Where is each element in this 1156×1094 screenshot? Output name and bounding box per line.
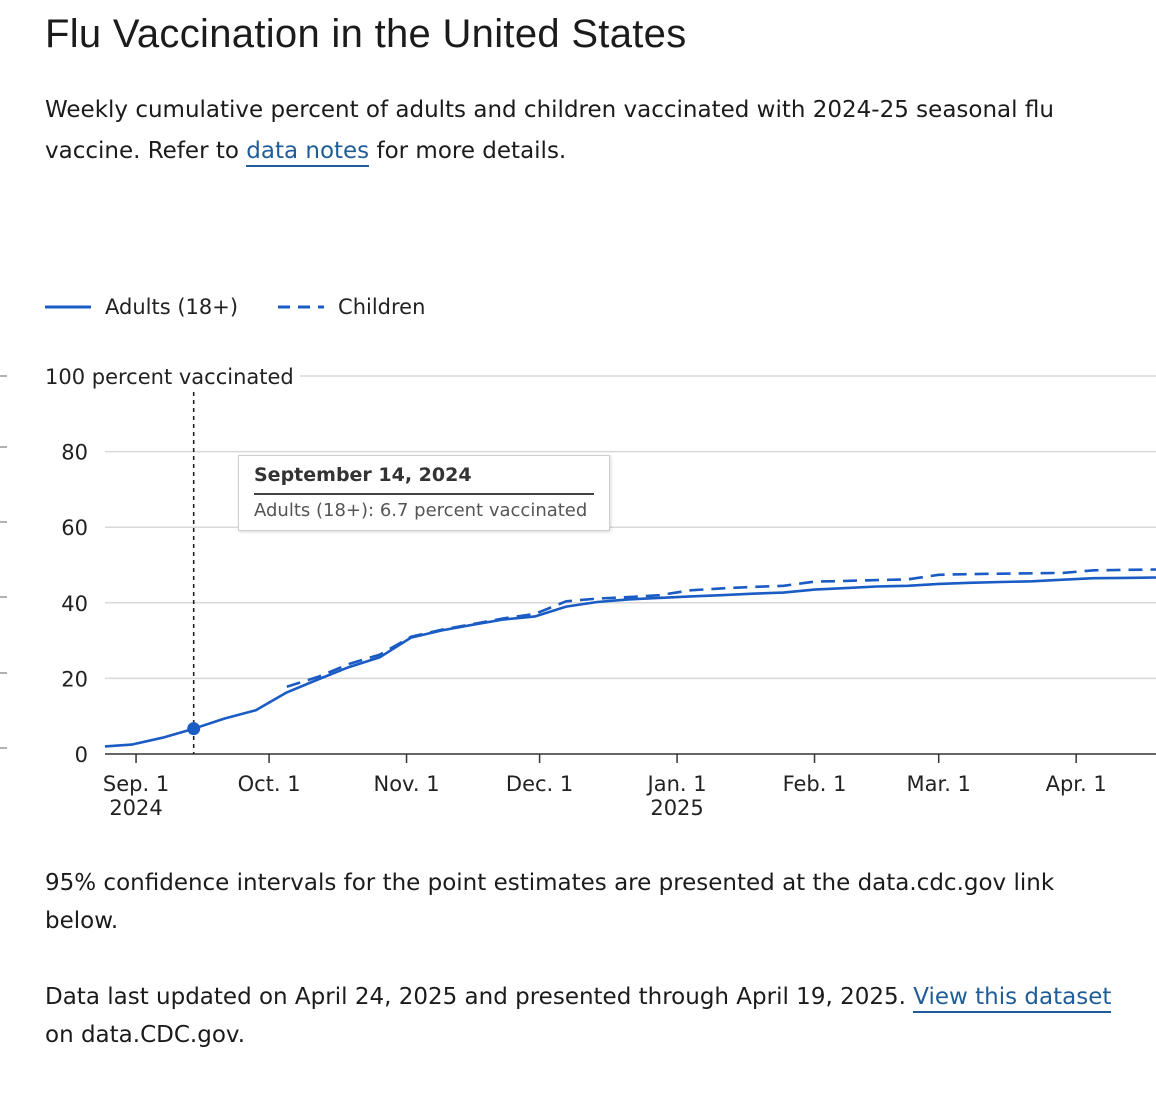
confidence-note: 95% confidence intervals for the point e… (45, 870, 1055, 934)
x-tick-year-label: 2025 (650, 796, 703, 820)
y-axis-label: 100 percent vaccinated (45, 365, 294, 389)
x-tick-label: Dec. 1 (506, 772, 573, 796)
chart-legend: Adults (18+) Children (45, 290, 465, 324)
y-tick-label: 80 (61, 441, 88, 465)
update-note-text: Data last updated on April 24, 2025 and … (45, 984, 914, 1010)
subtitle-text: Weekly cumulative percent of adults and … (45, 97, 1054, 164)
tooltip-divider (254, 493, 594, 495)
update-note-text-end: on data.CDC.gov. (45, 1022, 246, 1048)
x-tick-label: Mar. 1 (907, 772, 971, 796)
x-tick-label: Jan. 1 (646, 772, 707, 796)
y-tick-label: 20 (61, 667, 88, 691)
view-dataset-link[interactable]: View this dataset (913, 984, 1112, 1013)
y-tick-label: 40 (61, 592, 88, 616)
page-title: Flu Vaccination in the United States (45, 12, 687, 56)
x-tick-label: Feb. 1 (783, 772, 847, 796)
page-subtitle: Weekly cumulative percent of adults and … (45, 90, 1135, 172)
x-tick-label: Oct. 1 (238, 772, 301, 796)
x-tick-year-label: 2024 (109, 796, 162, 820)
update-note: Data last updated on April 24, 2025 and … (45, 978, 1125, 1054)
tooltip-body: Adults (18+): 6.7 percent vaccinated (254, 500, 587, 521)
x-tick-label: Nov. 1 (374, 772, 440, 796)
tooltip-value: 6.7 percent vaccinated (379, 500, 588, 521)
tooltip-date: September 14, 2024 (254, 464, 472, 486)
legend-item-adults[interactable]: Adults (18+) (45, 295, 238, 319)
subtitle-text-end: for more details. (369, 138, 567, 164)
series-line-children (286, 568, 1156, 688)
series-line-adults (104, 576, 1156, 748)
legend-item-children[interactable]: Children (278, 295, 425, 319)
chart-tooltip: September 14, 2024 Adults (18+): 6.7 per… (238, 455, 610, 531)
legend-label-adults: Adults (18+) (105, 295, 239, 319)
legend-label-children: Children (338, 295, 426, 319)
tooltip-series: Adults (18+): (254, 500, 375, 521)
legend-solid-line-swatch (45, 305, 91, 309)
data-notes-link[interactable]: data notes (246, 138, 370, 167)
x-tick-label: Sep. 1 (103, 772, 169, 796)
highlight-data-point (187, 722, 201, 736)
y-tick-label: 0 (75, 743, 88, 767)
y-tick-label: 60 (61, 516, 88, 540)
legend-dashed-line-swatch (278, 305, 325, 309)
x-tick-label: Apr. 1 (1046, 772, 1107, 796)
